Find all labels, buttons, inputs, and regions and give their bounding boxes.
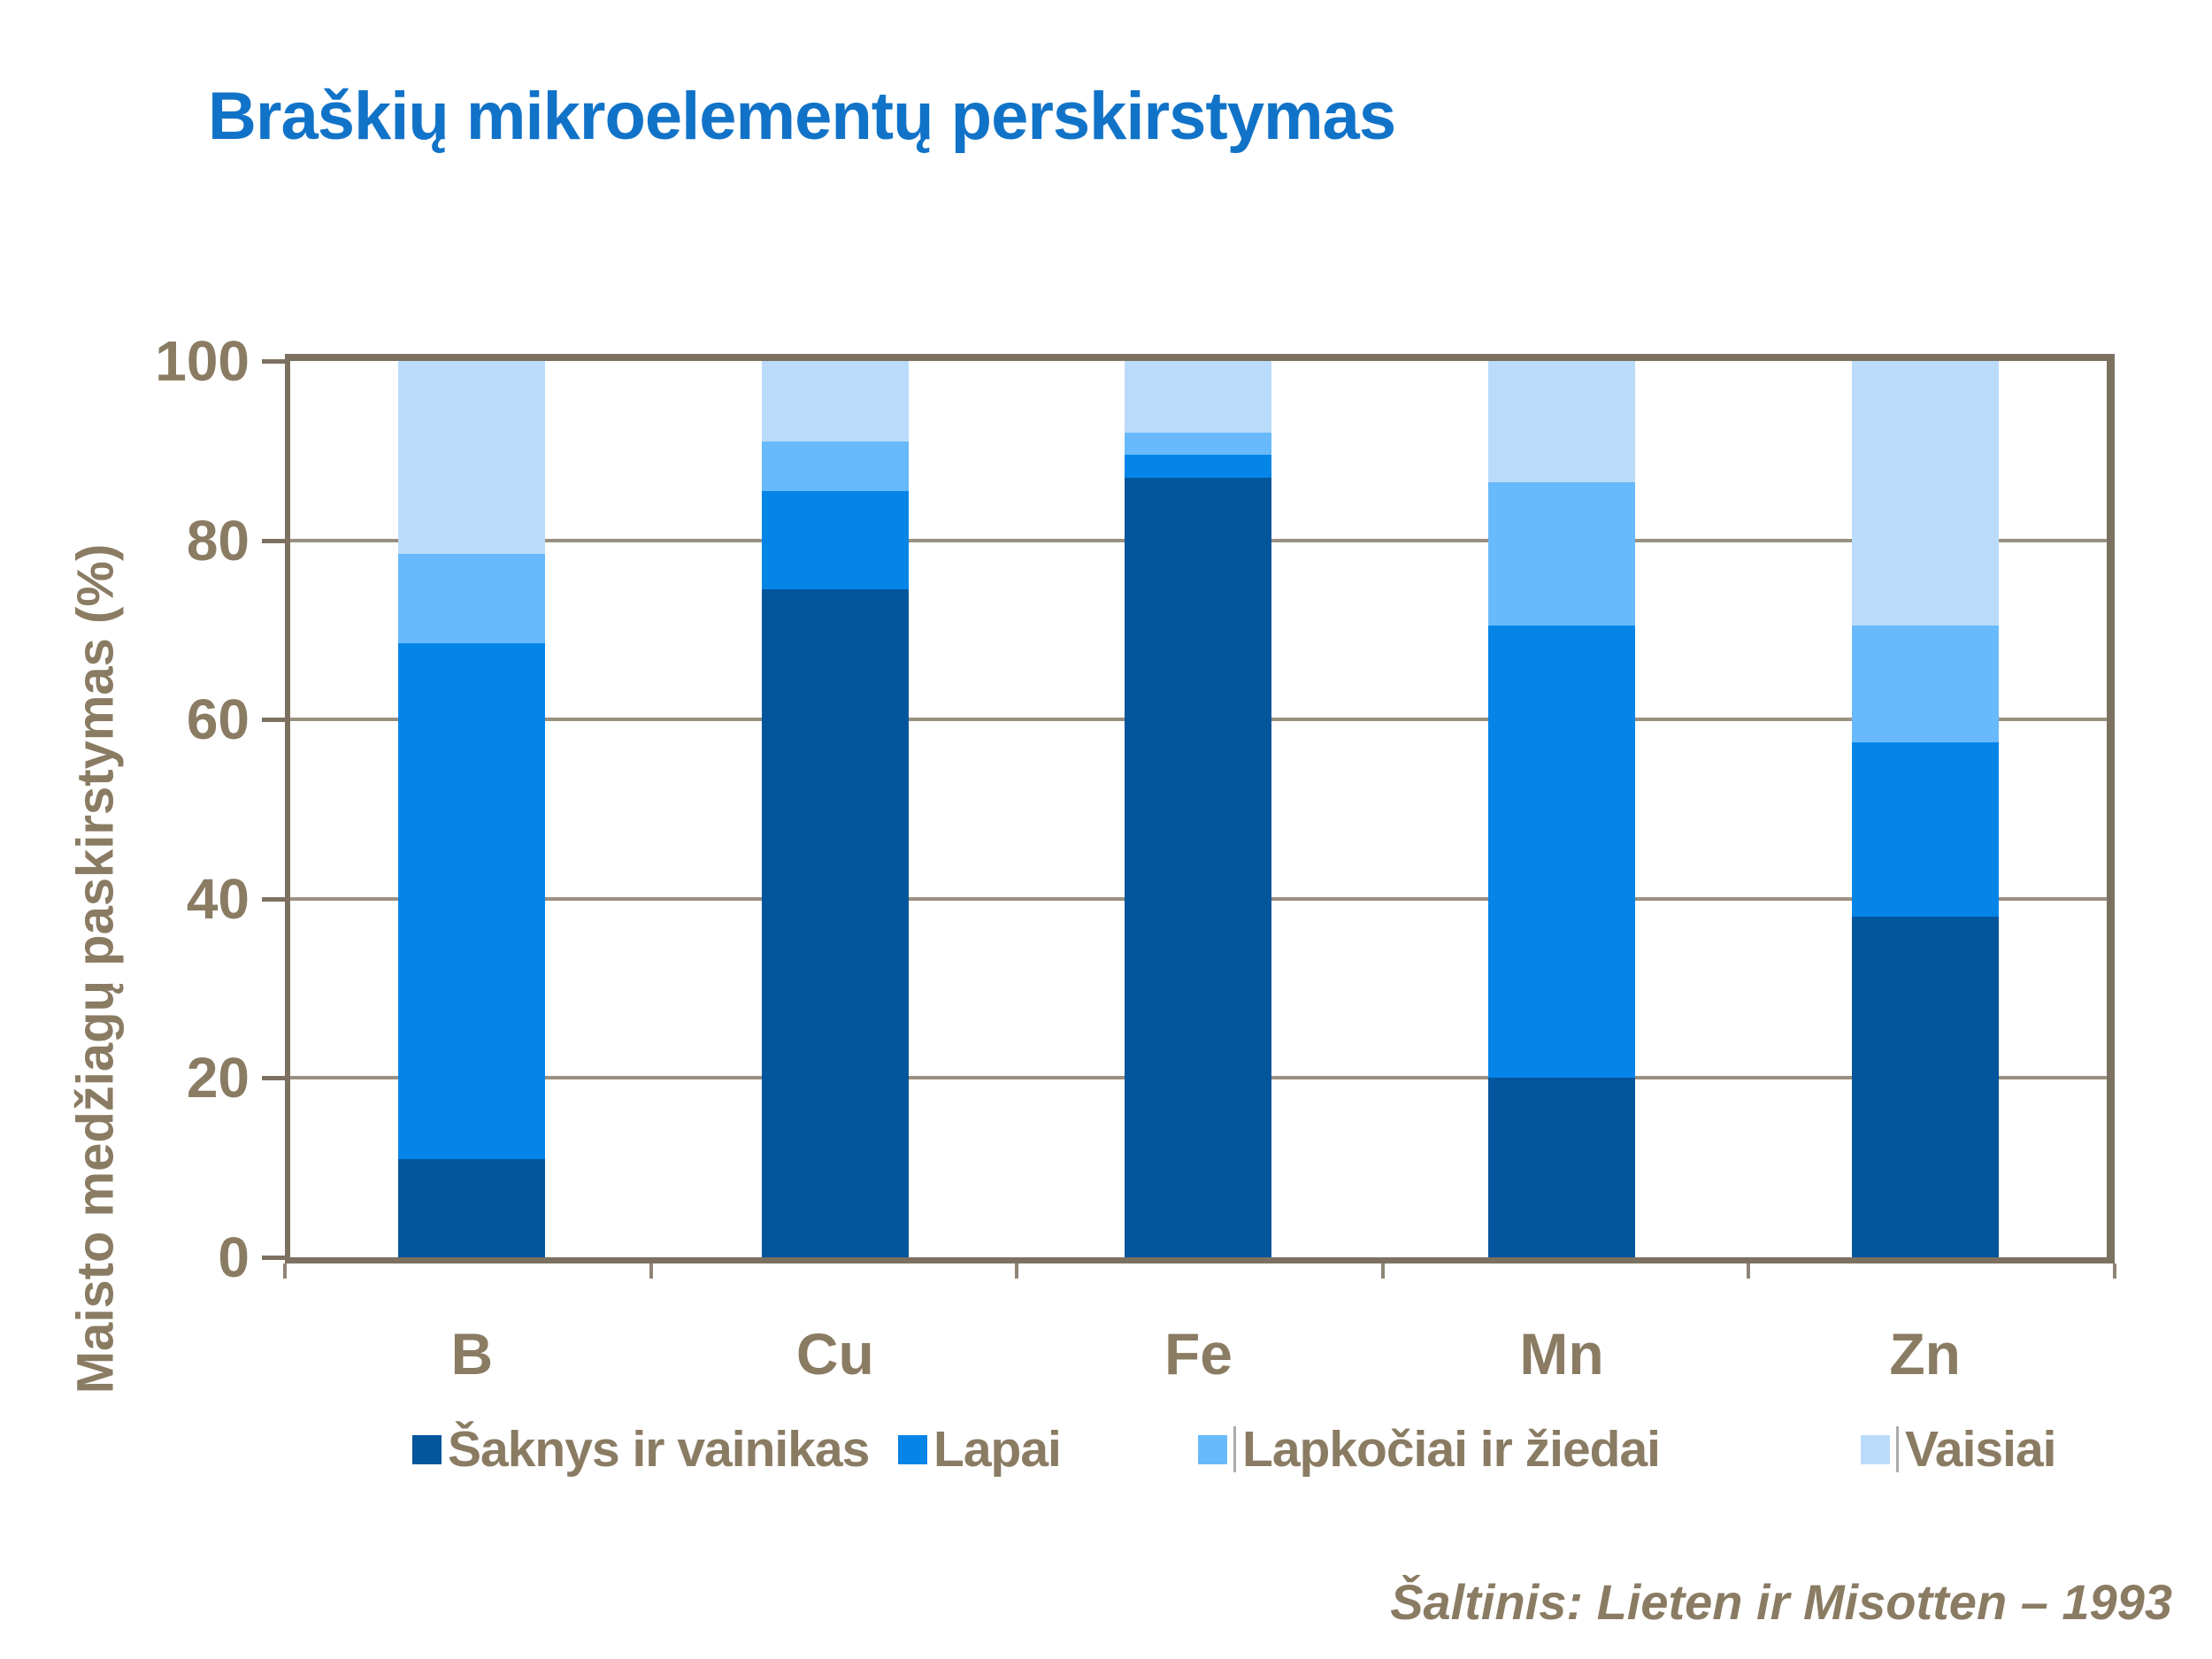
bar-slot-B — [290, 361, 654, 1257]
y-tick-mark — [262, 359, 285, 364]
bar-segment — [398, 361, 546, 554]
y-tick-label: 0 — [218, 1225, 250, 1289]
y-tick-mark — [262, 538, 285, 543]
x-tick-label-Cu: Cu — [795, 1321, 874, 1386]
bar-segment — [761, 361, 909, 442]
bar-segment — [1125, 455, 1272, 478]
legend-swatch — [898, 1434, 927, 1464]
y-tick-label: 60 — [186, 687, 250, 752]
stacked-bar-B — [398, 361, 546, 1257]
bar-slot-Fe — [1017, 361, 1380, 1257]
y-tick-label: 100 — [155, 329, 250, 393]
bar-segment — [1488, 361, 1636, 482]
x-axis-tick-marks — [283, 1263, 2116, 1281]
bar-segment — [398, 643, 546, 1159]
x-axis-labels: B Cu Fe Mn Zn — [290, 1320, 2107, 1387]
legend-swatch — [412, 1434, 442, 1464]
stacked-bar-Fe — [1125, 361, 1272, 1257]
y-tick-label: 20 — [186, 1046, 250, 1110]
stacked-bar-Mn — [1488, 361, 1636, 1257]
legend-label: Lapai — [933, 1421, 1062, 1478]
y-tick-label: 80 — [186, 508, 250, 572]
bar-segment — [761, 442, 909, 491]
legend-label: Lapkočiai ir žiedai — [1242, 1421, 1661, 1478]
bar-segment — [1851, 741, 1999, 918]
bar-segment — [1488, 1078, 1636, 1257]
x-tick-label-Fe: Fe — [1164, 1321, 1233, 1386]
legend-label: Vaisiai — [1905, 1421, 2056, 1478]
bar-segment — [1125, 433, 1272, 456]
bar-slot-Zn — [1743, 361, 2107, 1257]
bars-container — [290, 361, 2107, 1257]
x-tick-label-Mn: Mn — [1519, 1321, 1604, 1386]
x-tick-mark — [1747, 1263, 1751, 1279]
y-tick-mark — [262, 718, 285, 723]
x-tick-mark — [1380, 1263, 1385, 1279]
y-axis: 0 20 40 60 80 100 — [0, 332, 285, 1286]
bar-segment — [1125, 477, 1272, 1257]
x-tick-mark — [649, 1263, 653, 1279]
chart-title: Braškių mikroelementų perskirstymas — [208, 79, 1396, 154]
bar-slot-Cu — [654, 361, 1018, 1257]
x-tick-mark — [1015, 1263, 1019, 1279]
legend-separator — [1233, 1426, 1236, 1472]
y-tick-mark — [262, 1076, 285, 1081]
x-tick-label-Zn: Zn — [1889, 1321, 1961, 1386]
legend-item: Lapkočiai ir žiedai — [1198, 1421, 1661, 1478]
stacked-bar-Zn — [1851, 361, 1999, 1257]
bar-segment — [398, 1158, 546, 1257]
bar-segment — [1125, 361, 1272, 434]
bar-segment — [1851, 361, 1999, 626]
bar-segment — [1851, 625, 1999, 742]
source-credit: Šaltinis: Lieten ir Misotten – 1993 — [1390, 1574, 2172, 1630]
stacked-bar-Cu — [761, 361, 909, 1257]
legend: Šaknys ir vainikas Lapai Lapkočiai ir žied… — [0, 1421, 2212, 1478]
plot-area — [285, 354, 2115, 1263]
y-tick-label: 40 — [186, 866, 250, 931]
legend-item: Šaknys ir vainikas — [412, 1421, 870, 1478]
legend-item: Lapai — [898, 1421, 1062, 1478]
bar-segment — [1488, 481, 1636, 626]
legend-swatch — [1198, 1434, 1227, 1464]
bar-segment — [1851, 917, 1999, 1257]
bar-segment — [1488, 625, 1636, 1079]
legend-swatch — [1861, 1434, 1890, 1464]
bar-slot-Mn — [1380, 361, 1744, 1257]
bar-segment — [761, 490, 909, 590]
y-tick-mark — [262, 1256, 285, 1260]
x-tick-mark — [2113, 1263, 2116, 1279]
legend-separator — [1896, 1426, 1899, 1472]
x-tick-mark — [283, 1263, 287, 1279]
legend-item: Vaisiai — [1861, 1421, 2056, 1478]
y-tick-mark — [262, 896, 285, 902]
legend-label: Šaknys ir vainikas — [448, 1421, 870, 1478]
bar-segment — [761, 589, 909, 1257]
x-tick-label-B: B — [450, 1321, 494, 1386]
bar-segment — [398, 553, 546, 644]
